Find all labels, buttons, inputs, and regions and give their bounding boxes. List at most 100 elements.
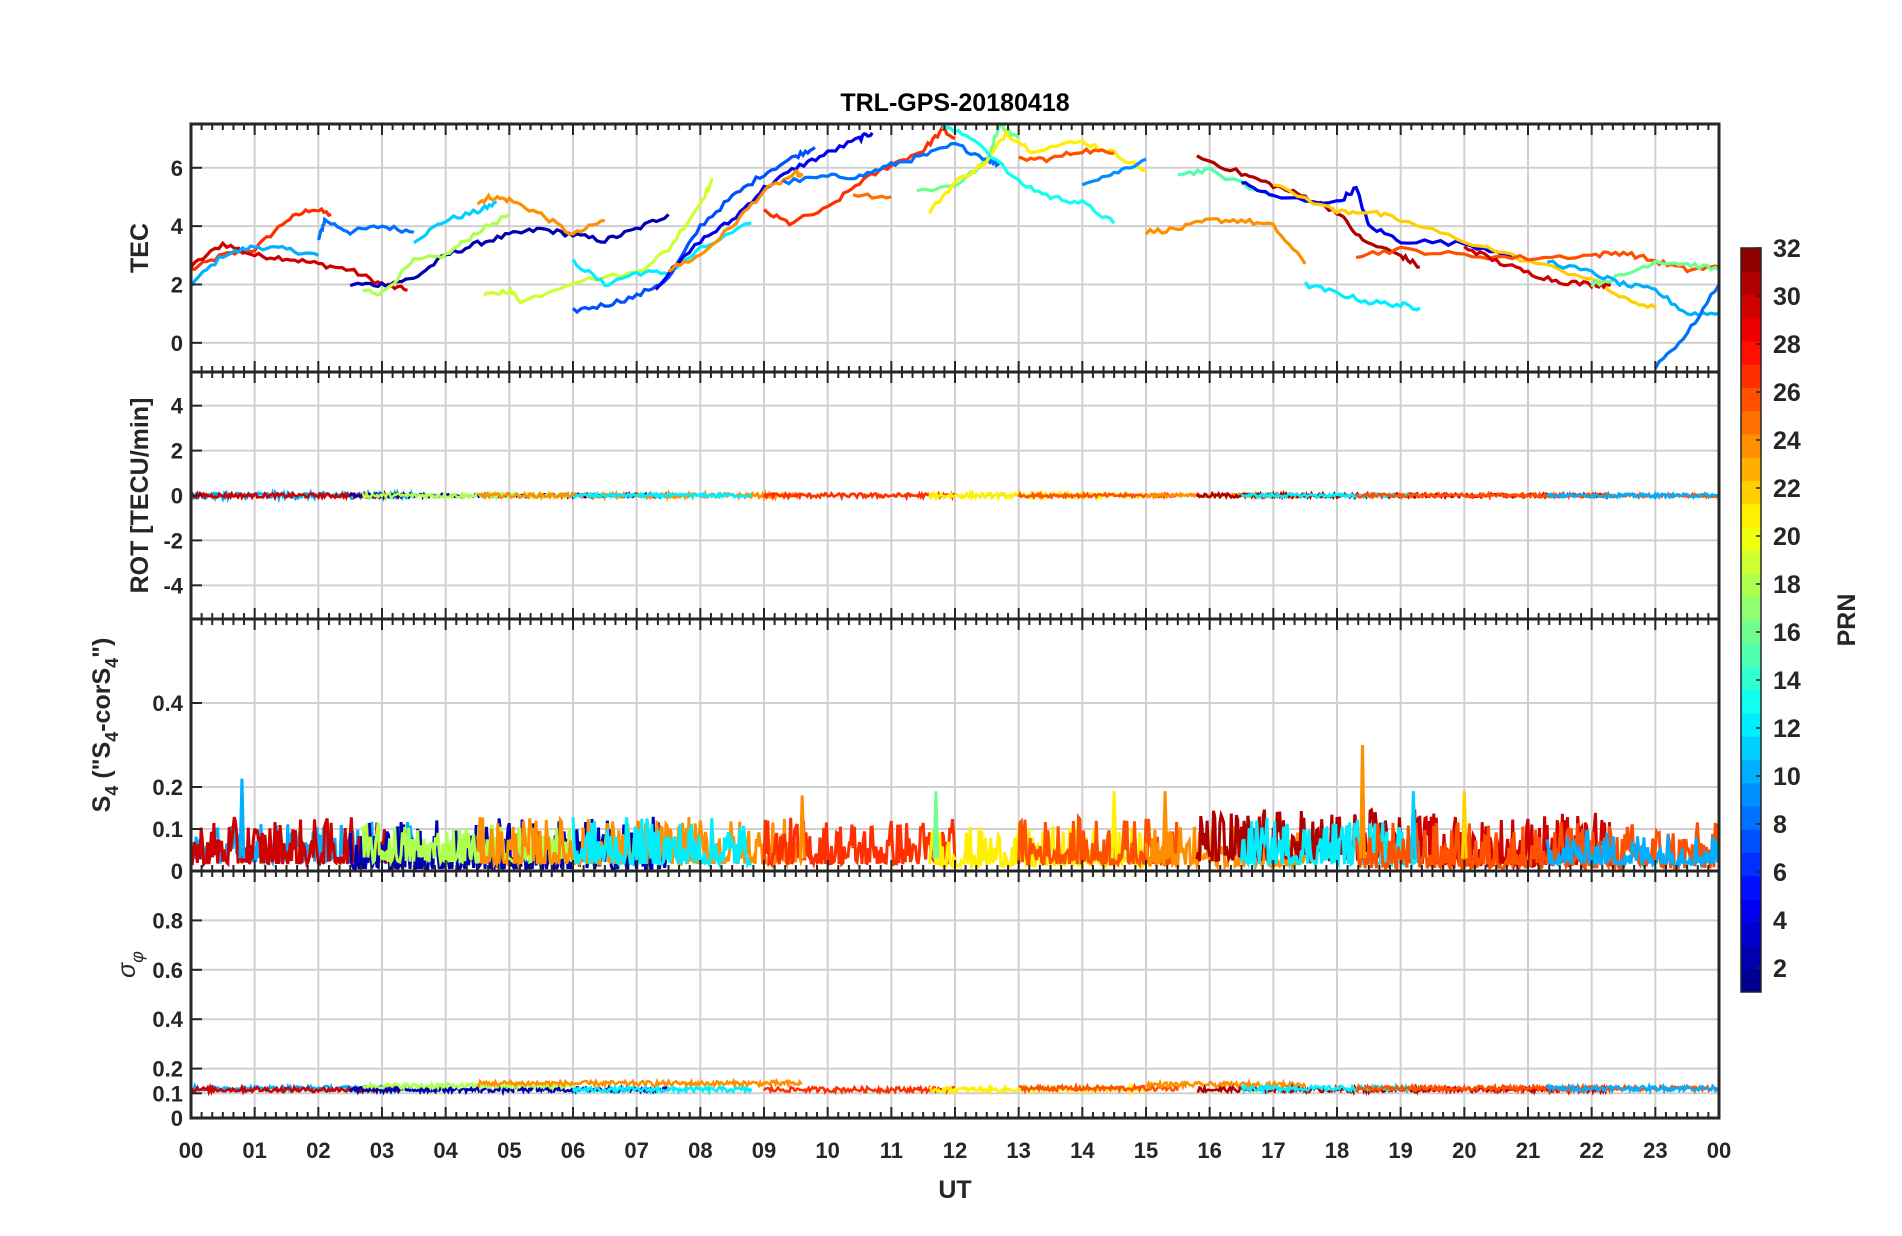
x-tick-label: 21 [1516, 1138, 1540, 1163]
subscript: 4 [102, 732, 122, 742]
s4-spike-prn-24 [1359, 744, 1366, 859]
y-tick-label: -2 [163, 528, 183, 553]
s4-spike-prn-24 [798, 795, 806, 859]
colorbar-label: PRN [1833, 594, 1861, 647]
tec-series-prn-26 [1355, 245, 1719, 274]
tec-series-prn-26 [1018, 147, 1115, 164]
y-tick-label: 0.6 [152, 958, 183, 983]
tec-series-prn-13 [942, 125, 1116, 225]
y-tick-label: -4 [163, 573, 183, 598]
s4-series-prn-10 [1545, 829, 1719, 870]
x-tick-label: 13 [1006, 1138, 1030, 1163]
colorbar-swatch [1741, 643, 1761, 667]
y-axis-label-s4: S4 ("S4-corS4") [88, 638, 122, 813]
colorbar-swatch [1741, 875, 1761, 900]
panel-rot: -4 -2 0 2 4 ROT [TECU/min] [126, 370, 1721, 621]
s4-spike-prn-24 [1161, 791, 1169, 859]
x-tick-label: 00 [179, 1138, 203, 1163]
tec-series-prn-8 [1653, 283, 1719, 370]
s4-series-prn-12 [1240, 817, 1422, 870]
y-tick-label: 4 [171, 214, 184, 239]
y-tick-label: 0 [171, 859, 183, 884]
x-tick-label: 08 [688, 1138, 712, 1163]
chart-title: TRL-GPS-20180418 [840, 89, 1069, 117]
colorbar-swatch [1741, 945, 1761, 970]
data-layer [191, 1077, 1719, 1097]
colorbar-tick-label: 20 [1773, 523, 1801, 551]
s4-spike-prn-11 [1409, 791, 1417, 859]
tec-series-prn-19 [482, 177, 714, 305]
subscript: 4 [102, 658, 122, 668]
s4-series-prn-12 [571, 817, 753, 870]
colorbar-swatch [1741, 806, 1761, 830]
x-tick-label: 06 [561, 1138, 585, 1163]
colorbar-swatch [1741, 782, 1761, 807]
colorbar-tick-label: 8 [1773, 811, 1787, 839]
sigma-series-prn-27 [763, 1084, 956, 1096]
subscript: 4 [102, 786, 122, 796]
x-tick-label: 15 [1134, 1138, 1158, 1163]
x-tick-label: 23 [1643, 1138, 1667, 1163]
data-layer [191, 744, 1719, 871]
colorbar-swatch [1741, 899, 1761, 923]
tec-series-prn-8 [782, 141, 1001, 186]
rot-series-prn-10 [1546, 490, 1719, 501]
data-layer [191, 488, 1719, 504]
sigma-series-prn-10 [1546, 1081, 1719, 1095]
colorbar-swatch [1741, 527, 1761, 551]
colorbar-tick-label: 30 [1773, 283, 1801, 311]
axes-box [189, 869, 1721, 1120]
y-tick-label: 0.2 [152, 1057, 183, 1082]
y-tick-label: 0.2 [152, 775, 183, 800]
y-axis-label-sigma: σφ [113, 951, 147, 978]
colorbar-tick-label: 18 [1773, 571, 1801, 599]
y-axis-label-rot: ROT [TECU/min] [126, 398, 154, 594]
colorbar-swatch [1741, 713, 1761, 737]
rot-series-prn-27 [762, 490, 955, 502]
panel-s4: 00.10.20.4S4 ("S4-corS4") [88, 617, 1721, 884]
y-tick-label: 0.8 [152, 908, 183, 933]
sigma-series-prn-12 [571, 1083, 753, 1097]
x-tick-label: 07 [624, 1138, 648, 1163]
s4-spike-prn-16 [932, 791, 940, 859]
panel-tec: 0 2 4 6 TEC [126, 122, 1721, 374]
x-tick-label: 05 [497, 1138, 521, 1163]
sigma-series-prn-24 [1145, 1077, 1307, 1092]
tec-series-prn-25 [852, 192, 892, 200]
colorbar-swatch [1741, 922, 1761, 946]
colorbar-tick-label: 22 [1773, 475, 1801, 503]
y-tick-label: 4 [171, 394, 184, 419]
y-tick-label: 0.1 [152, 1081, 183, 1106]
colorbar-swatch [1741, 550, 1761, 574]
colorbar-tick-label: 4 [1773, 907, 1787, 935]
tec-series-prn-30 [191, 240, 408, 292]
label-part: σ [113, 962, 141, 978]
x-tick-label: 19 [1388, 1138, 1412, 1163]
x-tick-label: 20 [1452, 1138, 1476, 1163]
tec-series-prn-4 [654, 131, 874, 291]
tec-series-prn-24 [1144, 217, 1307, 265]
colorbar-tick-label: 24 [1773, 427, 1801, 455]
tec-series-prn-10 [1546, 259, 1719, 318]
tec-series-prn-21 [928, 129, 1147, 215]
x-tick-label: 02 [306, 1138, 330, 1163]
x-tick-label: 11 [880, 1138, 903, 1163]
colorbar-tick-label: 26 [1773, 379, 1801, 407]
colorbar-swatch [1741, 620, 1761, 644]
tec-series-prn-12 [1303, 281, 1421, 312]
y-tick-label: 0 [171, 484, 183, 509]
colorbar-tick-label: 16 [1773, 619, 1801, 647]
s4-spike-prn-10 [238, 778, 246, 859]
data-layer [191, 124, 1719, 370]
label-part: ") [88, 638, 116, 658]
rot-series-prn-12 [572, 490, 753, 501]
subscript: φ [127, 951, 147, 963]
x-axis-label: UT [938, 1176, 971, 1204]
colorbar-swatch [1741, 271, 1761, 295]
x-tick-label: 17 [1261, 1138, 1285, 1163]
tec-series-prn-18 [362, 213, 511, 297]
colorbar-tick-label: 12 [1773, 715, 1801, 743]
colorbar-swatch [1741, 759, 1761, 784]
